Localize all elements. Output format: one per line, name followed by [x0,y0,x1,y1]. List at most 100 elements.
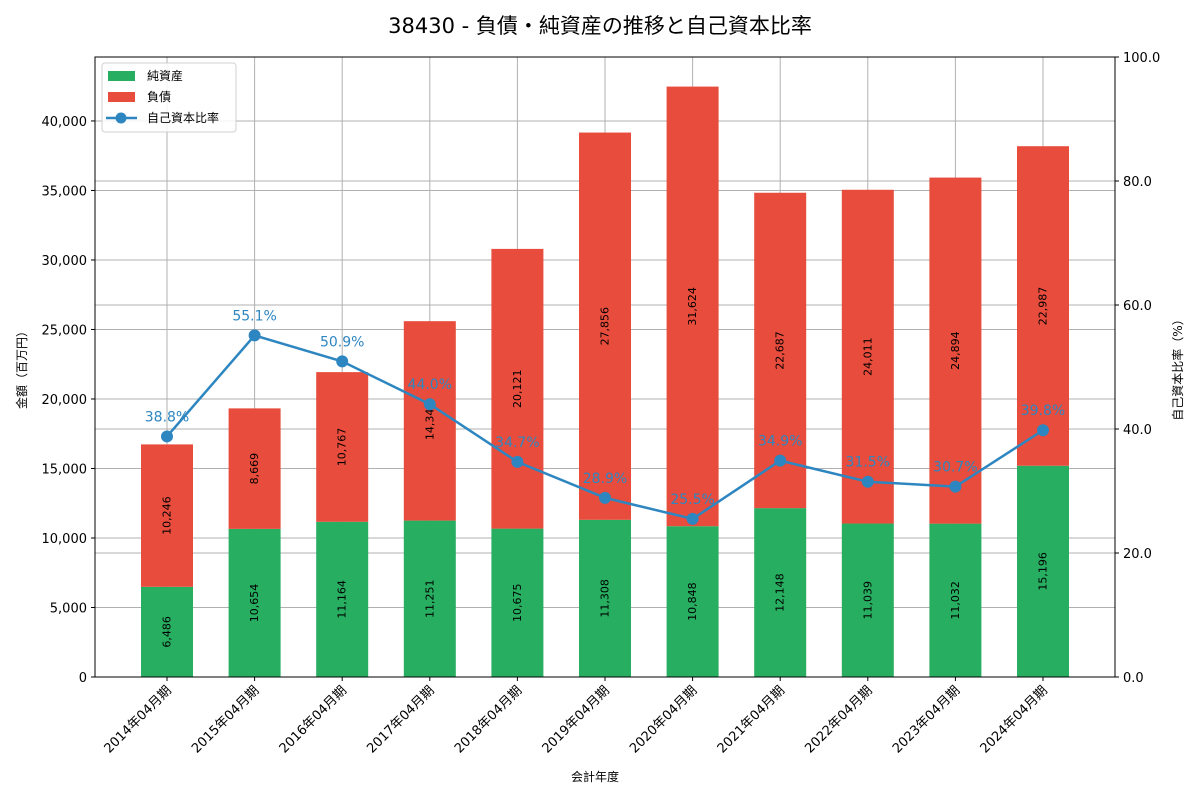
ratio-value-label: 30.7% [933,460,977,476]
ratio-marker [336,355,349,368]
bar-value-labels: 6,486 10,246 10,654 8,669 11,164 10,767 11,251… [161,287,1050,648]
equity-value-label: 10,675 [511,584,524,623]
y2-tick-label: 0.0 [1123,671,1144,686]
ratio-marker [161,430,173,443]
y-tick-label: 40,000 [42,115,88,130]
bar-liabilities [141,444,193,587]
ratio-value-label: 34.9% [758,434,802,450]
bar-liabilities [929,177,982,524]
bar-equity [491,528,544,677]
bar-equity [579,519,631,677]
legend-label: 純資産 [147,68,183,83]
equity-value-label: 11,308 [599,579,612,618]
equity-value-label: 11,032 [949,581,962,620]
ratio-value-label: 39.8% [1021,403,1065,419]
x-tick-label: 2021年04月期 [715,683,788,756]
liabilities-value-label: 14,345 [423,402,436,441]
ratio-marker [774,454,787,467]
ratio-marker [599,491,611,504]
ratio-value-label: 25.5% [670,492,714,508]
bar-liabilities [228,408,281,529]
y-tick-label: 10,000 [42,532,88,547]
x-tick-label: 2018年04月期 [452,683,525,756]
equity-value-label: 11,251 [423,580,436,619]
ratio-marker [248,329,261,342]
liabilities-value-label: 8,669 [248,453,261,485]
ratio-value-label: 38.8% [145,409,189,425]
y-tick-label: 30,000 [42,254,88,269]
y2-tick-label: 80.0 [1123,175,1152,190]
y-tick-label: 0 [79,671,87,686]
y2-tick-label: 100.0 [1123,51,1160,66]
x-tick-label: 2022年04月期 [802,683,875,756]
legend-label: 負債 [147,89,171,104]
liabilities-value-label: 27,856 [599,307,612,346]
legend-marker-icon [115,112,127,124]
y-tick-label: 20,000 [42,393,88,408]
ratio-marker [949,480,962,493]
liabilities-value-label: 10,767 [336,428,349,467]
liabilities-value-label: 22,987 [1037,287,1050,326]
y-tick-label: 5,000 [50,601,87,616]
ratio-marker [861,475,874,488]
ratio-value-label: 31.5% [846,455,890,471]
bar-liabilities [1017,146,1069,466]
equity-value-label: 6,486 [161,616,174,648]
x-axis-label: 会計年度 [571,769,619,784]
ratio-value-label: 28.9% [583,471,627,487]
equity-value-label: 10,848 [686,582,699,621]
legend-swatch [108,71,135,81]
bar-equity [754,508,807,677]
x-tick-label: 2019年04月期 [540,683,613,756]
bar-equity [228,528,281,677]
x-tick-label: 2024年04月期 [978,683,1051,756]
ratio-value-label: 34.7% [495,435,539,451]
liabilities-value-label: 31,624 [686,287,699,326]
x-tick-label: 2016年04月期 [277,683,350,756]
equity-value-label: 15,196 [1037,552,1050,591]
bar-equity [666,526,719,677]
y2-axis-label: 自己資本比率（%） [1170,313,1185,420]
bar-equity [403,520,456,677]
bar-liabilities [316,372,369,522]
ratio-marker [686,512,699,525]
equity-value-label: 11,164 [336,580,349,619]
bar-equity [316,521,369,677]
liabilities-value-label: 24,011 [861,337,874,376]
liabilities-value-label: 22,687 [774,331,787,370]
bar-equity [141,586,193,677]
ratio-marker [1037,424,1049,437]
y-tick-label: 25,000 [42,323,88,338]
ratio-marker [423,398,436,411]
x-tick-label: 2020年04月期 [627,683,700,756]
y-axis-label: 金額（百万円） [14,325,29,409]
legend-box [101,62,237,133]
ratio-value-label: 55.1% [232,308,276,324]
legend-label: 自己資本比率 [147,110,219,125]
chart-title: 38430 - 負債・純資産の推移と自己資本比率 [388,14,812,38]
y2-tick-label: 40.0 [1123,423,1152,438]
bar-equity [1017,465,1069,677]
bar-liabilities [579,132,631,520]
ratio-value-label: 50.9% [320,334,364,350]
bar-liabilities [403,321,456,521]
liabilities-value-label: 20,121 [511,369,524,408]
y-tick-label: 15,000 [42,462,88,477]
equity-value-label: 12,148 [774,573,787,612]
legend-swatch [108,92,135,102]
x-tick-label: 2015年04月期 [189,683,262,756]
bar-liabilities [841,189,894,524]
y2-tick-label: 60.0 [1123,299,1152,314]
x-tick-label: 2017年04月期 [364,683,437,756]
bar-equity [929,523,982,677]
y-tick-label: 35,000 [42,184,88,199]
bar-equity [841,523,894,677]
equity-ratio-line: 38.8% 55.1% 50.9% 44.0% 34.7% 28.9% 25.5% 34.9%… [145,308,1065,525]
equity-value-label: 10,654 [248,584,261,623]
ratio-value-label: 44.0% [408,377,452,393]
liabilities-value-label: 10,246 [161,496,174,535]
x-tick-label: 2014年04月期 [102,683,175,756]
y2-tick-label: 20.0 [1123,547,1152,562]
